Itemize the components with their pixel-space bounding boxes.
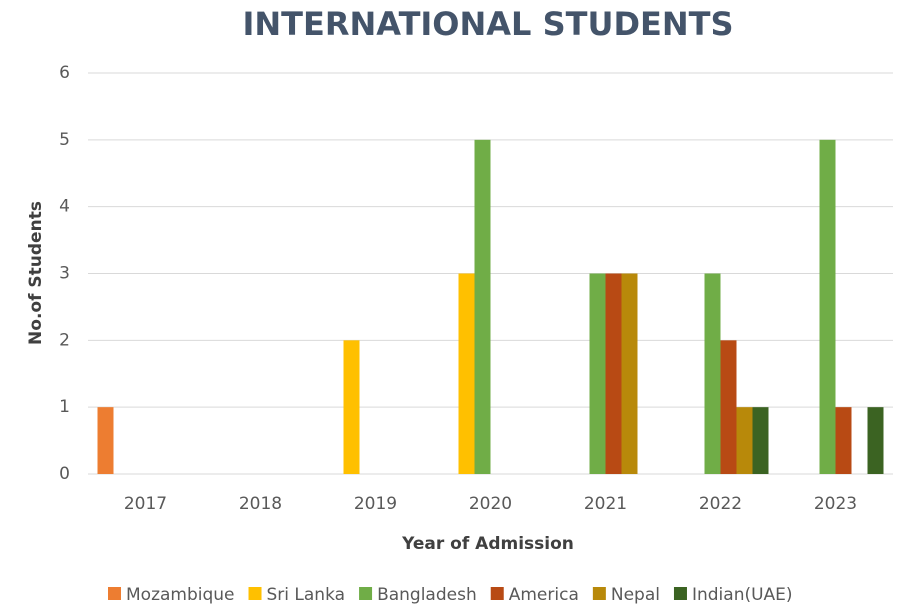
legend-label: Mozambique	[126, 585, 235, 605]
y-axis-title: No.of Students	[26, 201, 46, 345]
x-tick-label: 2023	[814, 494, 857, 514]
bar	[621, 273, 638, 474]
legend-label: America	[509, 585, 579, 605]
y-tick-label: 4	[59, 197, 70, 217]
bar	[343, 340, 360, 474]
legend-label: Nepal	[611, 585, 660, 605]
x-tick-label: 2022	[699, 494, 742, 514]
bar	[474, 139, 491, 475]
bar	[752, 407, 769, 474]
x-tick-label: 2020	[469, 494, 512, 514]
y-tick-label: 1	[59, 397, 70, 417]
legend-swatch	[359, 587, 373, 600]
legend-swatch	[490, 587, 504, 600]
x-tick-label: 2019	[354, 494, 397, 514]
y-tick-label: 6	[59, 63, 70, 83]
legend-label: Indian(UAE)	[692, 585, 793, 605]
bar	[720, 340, 737, 474]
y-tick-label: 2	[59, 330, 70, 350]
bar	[835, 407, 852, 474]
bar	[704, 273, 721, 474]
bar	[819, 139, 836, 475]
bar	[867, 407, 884, 474]
legend-swatch	[673, 587, 687, 600]
legend-label: Sri Lanka	[267, 585, 346, 605]
y-tick-label: 5	[59, 130, 70, 150]
x-axis-title: Year of Admission	[401, 534, 574, 554]
legend-swatch	[592, 587, 606, 600]
x-tick-label: 2021	[584, 494, 627, 514]
bar	[736, 407, 753, 474]
bar	[589, 273, 606, 474]
y-tick-label: 3	[59, 264, 70, 284]
legend-label: Bangladesh	[377, 585, 477, 605]
x-tick-label: 2017	[124, 494, 167, 514]
bar	[605, 273, 622, 474]
bar	[97, 407, 114, 474]
bar	[458, 273, 475, 474]
chart-title: INTERNATIONAL STUDENTS	[242, 5, 733, 43]
x-tick-label: 2018	[239, 494, 282, 514]
y-tick-label: 0	[59, 464, 70, 484]
legend-swatch	[108, 587, 121, 600]
legend-swatch	[248, 587, 262, 600]
